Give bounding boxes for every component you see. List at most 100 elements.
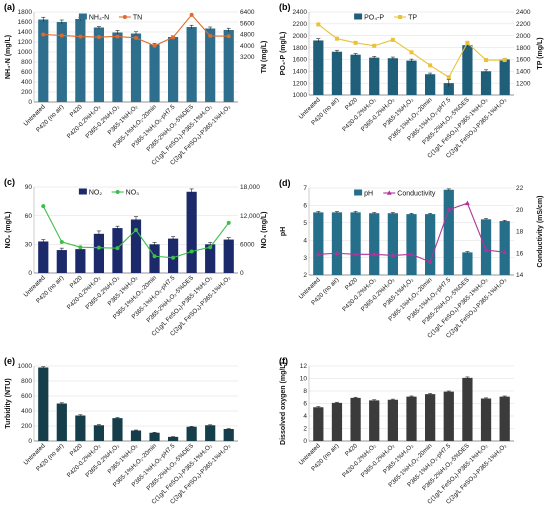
- chart-d: (d) 2 3 4 5 6 7 14 16 18 20 22 pH Conductivity (mS/cm…: [279, 178, 544, 340]
- y2-tick-label: 12,000: [240, 213, 260, 220]
- bar: [462, 45, 473, 95]
- bar: [93, 233, 105, 273]
- bar: [38, 241, 49, 273]
- bar: [93, 425, 105, 441]
- bar: [387, 58, 398, 95]
- y-tick-label: 5: [303, 220, 307, 227]
- chart-b: (b) 1000 1200 1400 1600 1800 2000 2200 2400 1200 1…: [279, 2, 544, 160]
- bar: [443, 391, 454, 441]
- y-tick-label: 1400: [18, 29, 33, 36]
- point: [152, 43, 157, 48]
- point: [483, 247, 489, 252]
- y-tick-label: 4: [303, 413, 307, 420]
- bar: [93, 27, 105, 102]
- bar: [480, 398, 492, 441]
- bar: [425, 74, 436, 95]
- legend-label: Conductivity: [397, 190, 436, 197]
- legend-swatch: [354, 189, 363, 196]
- y-tick-label: 1600: [18, 19, 33, 26]
- legend-label: NH₄-N: [89, 14, 109, 21]
- panel-label: (e): [4, 356, 15, 366]
- bar: [499, 59, 510, 95]
- bar: [331, 51, 343, 95]
- y-tick-label: 2000: [293, 33, 308, 40]
- point: [390, 37, 395, 42]
- bar: [75, 19, 86, 102]
- point: [78, 34, 83, 39]
- y2-tick-label: 16: [516, 250, 524, 257]
- legend-marker: [398, 15, 403, 19]
- point: [446, 207, 452, 212]
- y2-tick-label: 1600: [516, 57, 531, 64]
- bar: [406, 60, 417, 95]
- x-tick-label: P420: [344, 96, 360, 112]
- bar: [112, 32, 123, 102]
- y2-tick-label: 4000: [240, 43, 255, 50]
- panel-label: (c): [4, 177, 15, 187]
- y2-tick-label: 1400: [516, 68, 531, 75]
- bar: [38, 367, 49, 441]
- legend-label: TN: [133, 14, 142, 21]
- y-tick-label: 12: [300, 363, 308, 370]
- bar: [350, 54, 361, 95]
- point: [41, 204, 46, 209]
- y2-tick-label: 0: [240, 270, 244, 277]
- bar: [462, 377, 473, 441]
- point: [334, 36, 339, 41]
- y-tick-label: 1600: [293, 57, 308, 64]
- point: [226, 220, 231, 225]
- bar: [130, 430, 142, 441]
- bar: [387, 213, 398, 275]
- legend-label: NO₃: [126, 189, 139, 196]
- y-tick-label: 200: [21, 423, 32, 430]
- point: [59, 33, 64, 38]
- point: [115, 34, 120, 39]
- bar: [112, 418, 123, 441]
- point: [134, 228, 138, 232]
- y-axis-label: PO₄-P (mg/L): [280, 32, 287, 76]
- bar: [313, 407, 324, 441]
- y-tick-label: 30: [25, 242, 33, 249]
- bar: [331, 402, 343, 441]
- y-tick-label: 1000: [18, 49, 33, 56]
- point: [96, 35, 101, 40]
- bar: [462, 252, 473, 275]
- legend-marker: [115, 190, 120, 194]
- y-tick-label: 10: [300, 376, 308, 383]
- point: [409, 50, 414, 55]
- legend: pH Conductivity: [354, 189, 436, 197]
- bar: [480, 71, 492, 95]
- chart-a: (a) 0 200 400 600 800 1000 1200 1400 1600 1800 3200…: [4, 2, 268, 167]
- bar: [331, 212, 343, 275]
- point: [465, 200, 470, 206]
- legend-label: pH: [364, 190, 373, 197]
- y-axis-label: NO₂ (mg/L): [5, 212, 12, 249]
- legend-marker: [386, 190, 392, 195]
- x-tick-label: P420: [69, 274, 85, 290]
- bar: [425, 214, 436, 275]
- bar: [167, 37, 179, 102]
- y-tick-label: 8: [303, 388, 307, 395]
- bar: [350, 397, 361, 441]
- legend: NH₄-N TN: [78, 13, 142, 21]
- bar: [406, 214, 417, 275]
- y2-tick-label: 20: [516, 207, 524, 214]
- bar: [425, 394, 436, 441]
- bar: [387, 399, 398, 441]
- y2-axis-label: TP (mg/L): [537, 37, 544, 69]
- y2-tick-label: 2400: [516, 9, 531, 16]
- x-tick-label: P420: [344, 442, 360, 458]
- y2-tick-label: 1800: [516, 45, 531, 52]
- bar: [149, 432, 160, 441]
- legend: PO₄-P TP: [354, 13, 417, 21]
- y-tick-label: 2200: [293, 21, 308, 28]
- y2-axis-label: NO₃ (mg/L): [261, 211, 268, 248]
- point: [134, 35, 138, 40]
- y2-tick-label: 6400: [240, 9, 255, 16]
- y2-tick-label: 6000: [240, 242, 255, 249]
- y2-tick-label: 2200: [516, 21, 531, 28]
- legend-label: PO₄-P: [364, 14, 384, 21]
- point: [372, 43, 377, 48]
- y2-tick-label: 18: [516, 229, 524, 236]
